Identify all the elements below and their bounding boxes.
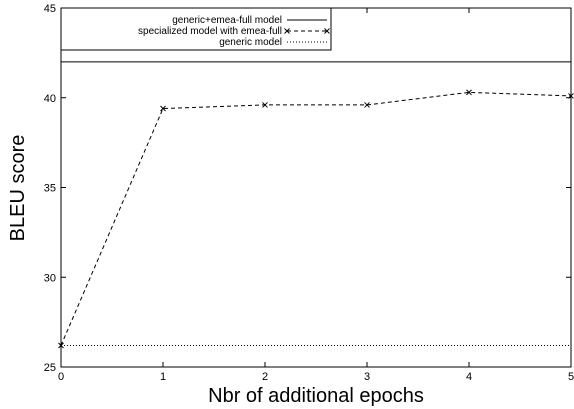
point-marker-stroke [262,102,268,108]
point-marker-stroke [364,102,370,108]
legend-marker-stroke [324,28,330,34]
legend-marker-1-0 [284,28,290,34]
series-line-1 [60,91,572,346]
x-tick-label-3: 3 [364,371,370,383]
y-tick-label-1: 30 [44,272,56,284]
x-axis-title: Nbr of additional epochs [208,385,424,407]
point-marker-stroke [568,93,574,99]
y-tick-label-4: 45 [44,3,56,15]
y-tick-label-2: 35 [44,183,56,195]
x-tick-label-1: 1 [160,371,166,383]
data-point-1-3 [364,102,370,108]
series-lines [58,61,574,349]
x-tick-label-5: 5 [568,371,574,383]
x-tick-label-2: 2 [262,371,268,383]
legend-box [60,7,332,51]
legend-label-0: generic+emea-full model [172,15,282,26]
x-tick-label-0: 0 [58,371,64,383]
point-marker-stroke [160,105,166,112]
legend-marker-1-1 [324,28,330,34]
data-point-1-1 [160,105,166,112]
legend-label-2: generic model [219,37,282,48]
y-axis-title: BLEU score [7,135,29,242]
legend-label-1: specialized model with emea-full [138,26,282,37]
data-point-1-4 [466,89,472,96]
y-tick-label-0: 25 [44,362,56,374]
legend-marker-stroke [284,28,290,34]
y-tick-label-3: 40 [44,93,56,105]
data-point-1-2 [262,102,268,108]
x-tick-label-4: 4 [466,371,472,383]
point-marker-stroke [466,89,472,96]
data-point-1-5 [568,93,574,99]
